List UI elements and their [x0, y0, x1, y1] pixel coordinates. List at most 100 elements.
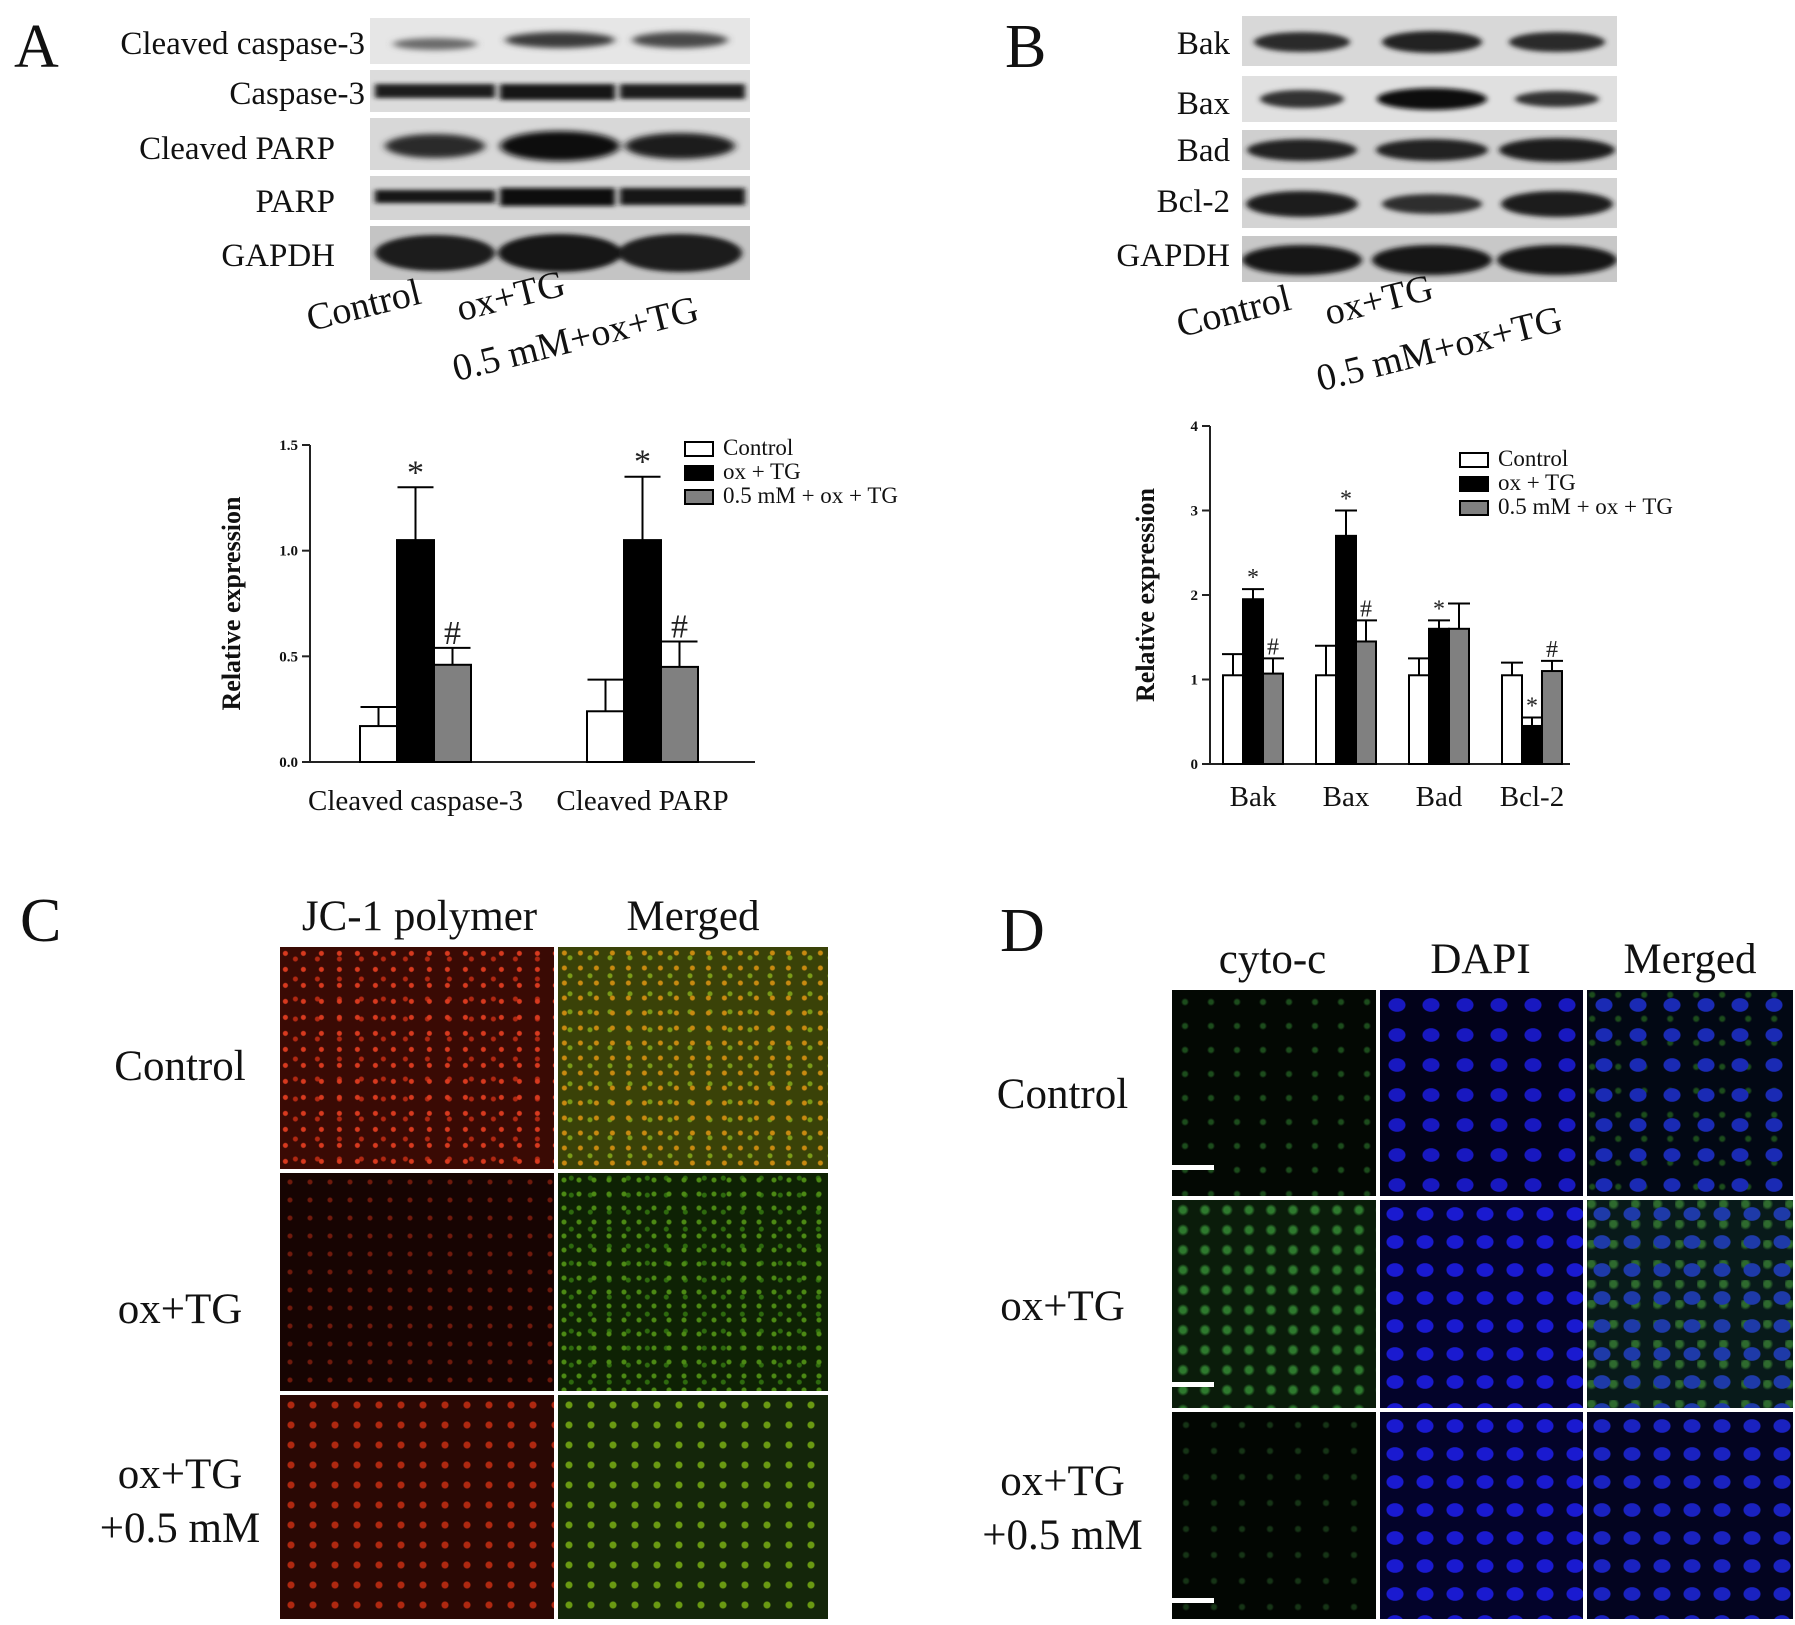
- scale-bar-oxtg: [1172, 1382, 1214, 1387]
- significance-mark: *: [1340, 487, 1352, 513]
- bar: [1541, 670, 1563, 765]
- bar: [623, 539, 662, 763]
- significance-mark: *: [634, 444, 651, 481]
- micrograph-c-control-merged: [556, 945, 830, 1171]
- legend-swatch: [1459, 476, 1489, 492]
- y-tick-label: 0: [1191, 757, 1199, 773]
- significance-mark: *: [1433, 596, 1445, 622]
- panel-letter-d: D: [1000, 897, 1045, 965]
- legend-label: Control: [1498, 446, 1568, 471]
- blot-label-bak: Bak: [1176, 26, 1230, 62]
- bar: [586, 710, 625, 763]
- micrograph-d-treated-cyto-c: [1170, 1410, 1378, 1621]
- panel-letter-c: C: [20, 887, 62, 955]
- micrograph-d-control-dapi: [1378, 988, 1585, 1198]
- row-label-treated-c: ox+TG +0.5 mM: [99, 1451, 261, 1552]
- micrograph-c-treated-jc1: [278, 1393, 556, 1621]
- legend-label: 0.5 mM + ox + TG: [1498, 494, 1673, 519]
- western-blot-b: [1242, 16, 1617, 282]
- category-label: Cleaved PARP: [556, 785, 728, 817]
- category-label: Bak: [1230, 781, 1277, 813]
- column-label-merged-c: Merged: [626, 893, 760, 940]
- blot-label-gapdh-b: GAPDH: [1116, 238, 1230, 274]
- western-blot-a: [370, 18, 750, 280]
- bar-chart-b: 0 1 2 3 4 Relative expression * # Bak * # Bax * Bad * #…: [1131, 419, 1673, 813]
- bar: [433, 663, 472, 763]
- y-axis-title: Relative expression: [217, 496, 246, 711]
- row-label-treated-d: ox+TG +0.5 mM: [982, 1458, 1143, 1559]
- micrograph-d-control-merged: [1585, 988, 1795, 1198]
- y-tick-label: 4: [1191, 419, 1199, 435]
- y-tick-label: 0.5: [279, 649, 298, 665]
- micrograph-c-oxtg-merged: [556, 1171, 830, 1393]
- legend-label: Control: [723, 435, 793, 460]
- row-label-control-c: Control: [114, 1043, 246, 1090]
- bar: [1428, 627, 1450, 765]
- column-label-cyto-c: cyto-c: [1218, 936, 1327, 983]
- y-tick-label: 1.0: [279, 544, 298, 560]
- column-label-jc1: JC-1 polymer: [301, 893, 538, 940]
- significance-mark: #: [1267, 634, 1279, 660]
- category-label: Bcl-2: [1500, 781, 1564, 813]
- micrograph-d-treated-merged: [1585, 1410, 1795, 1621]
- legend-swatch: [684, 489, 714, 505]
- bar-chart-a: 0.0 0.5 1.0 1.5 Relative expression * # Cleaved…: [217, 435, 898, 817]
- column-label-merged-d: Merged: [1623, 936, 1757, 983]
- lane-label-control-a: Control: [302, 271, 426, 340]
- y-tick-label: 0.0: [279, 755, 298, 771]
- significance-mark: #: [444, 615, 461, 652]
- row-label-oxtg-d: ox+TG: [1000, 1283, 1125, 1330]
- category-label: Cleaved caspase-3: [308, 785, 523, 817]
- panel-letter-b: B: [1005, 13, 1047, 81]
- bar: [1521, 724, 1543, 766]
- blot-label-cleaved-parp: Cleaved PARP: [139, 131, 335, 167]
- micrograph-c-oxtg-jc1: [278, 1171, 556, 1393]
- significance-mark: *: [1526, 694, 1538, 720]
- bar: [1408, 674, 1430, 765]
- legend-swatch: [1459, 500, 1489, 516]
- micrograph-d-control-cyto-c: [1170, 988, 1378, 1198]
- blot-label-parp: PARP: [255, 184, 335, 220]
- legend-swatch: [684, 441, 714, 457]
- blot-label-caspase-3: Caspase-3: [229, 76, 365, 112]
- legend-label: ox + TG: [1498, 470, 1576, 495]
- scale-bar-treated: [1172, 1598, 1214, 1603]
- micrograph-d-oxtg-dapi: [1378, 1198, 1585, 1410]
- bar: [1448, 627, 1470, 765]
- blot-label-bax: Bax: [1176, 86, 1230, 122]
- legend-swatch: [1459, 452, 1489, 468]
- scale-bar-control: [1172, 1165, 1214, 1170]
- micrograph-d-oxtg-cyto-c: [1170, 1198, 1378, 1410]
- row-label-oxtg-c: ox+TG: [117, 1286, 243, 1333]
- significance-mark: *: [407, 454, 424, 491]
- bar: [660, 665, 699, 763]
- blot-label-cleaved-caspase-3: Cleaved caspase-3: [120, 26, 365, 62]
- significance-mark: *: [1247, 565, 1259, 591]
- y-tick-label: 2: [1191, 588, 1199, 604]
- bar: [1262, 672, 1284, 765]
- panel-letter-a: A: [14, 13, 59, 81]
- micrograph-c-control-jc1: [278, 945, 556, 1171]
- category-label: Bad: [1416, 781, 1463, 813]
- row-label-control-d: Control: [996, 1071, 1129, 1118]
- legend-swatch: [684, 465, 714, 481]
- y-tick-label: 3: [1191, 504, 1199, 520]
- bar: [1355, 640, 1377, 766]
- blot-label-gapdh-a: GAPDH: [221, 238, 335, 274]
- column-label-dapi: DAPI: [1430, 936, 1531, 983]
- bar: [1501, 674, 1523, 765]
- lane-label-control-b: Control: [1172, 277, 1296, 346]
- bar: [1335, 534, 1357, 765]
- y-tick-label: 1.5: [279, 438, 298, 454]
- blot-label-bcl2: Bcl-2: [1156, 184, 1230, 220]
- significance-mark: #: [1360, 596, 1372, 622]
- significance-mark: #: [1546, 637, 1558, 663]
- bar: [1242, 598, 1264, 765]
- micrograph-d-treated-dapi: [1378, 1410, 1585, 1621]
- bar: [1222, 674, 1244, 765]
- blot-label-bad: Bad: [1176, 133, 1230, 169]
- significance-mark: #: [671, 609, 688, 646]
- legend-label: ox + TG: [723, 459, 801, 484]
- bar: [359, 725, 398, 763]
- bar: [1315, 674, 1337, 765]
